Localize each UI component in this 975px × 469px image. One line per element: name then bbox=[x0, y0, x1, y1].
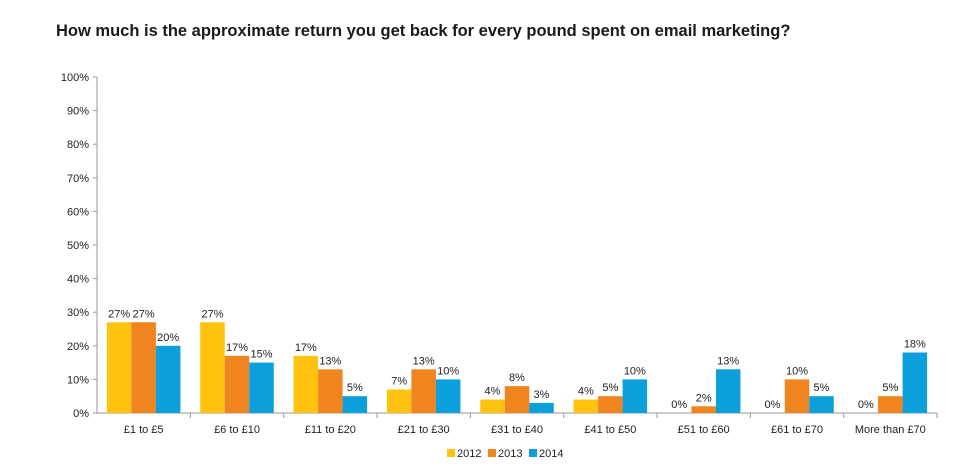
x-tick-label: £11 to £20 bbox=[305, 424, 356, 436]
data-label: 2% bbox=[696, 392, 712, 404]
bar bbox=[224, 355, 250, 413]
data-label: 13% bbox=[413, 355, 435, 367]
data-label: 17% bbox=[295, 342, 317, 354]
bar bbox=[386, 389, 412, 413]
data-label: 5% bbox=[347, 382, 363, 394]
bar bbox=[200, 322, 225, 413]
bar bbox=[784, 379, 810, 413]
bar bbox=[480, 399, 505, 413]
bar bbox=[131, 322, 156, 413]
bar bbox=[411, 369, 436, 413]
y-tick-label: 100% bbox=[61, 72, 89, 84]
x-tick-label: £6 to £10 bbox=[214, 424, 260, 436]
data-label: 27% bbox=[201, 308, 223, 320]
legend-label: 2014 bbox=[539, 448, 563, 460]
bar bbox=[573, 399, 599, 413]
bar bbox=[715, 369, 741, 413]
y-tick-label: 70% bbox=[67, 173, 89, 185]
data-label: 18% bbox=[904, 339, 926, 351]
x-tick-label: £21 to £30 bbox=[398, 424, 450, 436]
data-label: 0% bbox=[858, 399, 874, 411]
legend-swatch bbox=[447, 449, 455, 457]
y-tick-label: 40% bbox=[67, 274, 89, 286]
data-label: 8% bbox=[509, 372, 525, 384]
y-tick-label: 10% bbox=[67, 374, 89, 386]
data-label: 0% bbox=[671, 399, 687, 411]
bar bbox=[809, 396, 834, 413]
bar bbox=[249, 362, 274, 413]
bar bbox=[155, 345, 181, 413]
data-label: 17% bbox=[226, 342, 248, 354]
x-tick-label: £31 to £40 bbox=[491, 424, 543, 436]
data-label: 10% bbox=[437, 365, 459, 377]
bar bbox=[902, 352, 928, 413]
data-label: 13% bbox=[319, 355, 341, 367]
legend: 2012 2013 2014 bbox=[447, 448, 563, 460]
x-tick-label: £61 to £70 bbox=[771, 424, 823, 436]
x-tick-label: £1 to £5 bbox=[124, 424, 164, 436]
data-label: 15% bbox=[250, 349, 272, 361]
bar bbox=[529, 402, 554, 413]
data-label: 3% bbox=[534, 389, 550, 401]
data-label: 0% bbox=[765, 399, 781, 411]
legend-swatch bbox=[529, 449, 537, 457]
y-tick-label: 50% bbox=[67, 240, 89, 252]
bar bbox=[342, 396, 368, 413]
data-label: 5% bbox=[814, 382, 830, 394]
data-labels: 27% 27%20%27%17%15%17%13%5%7%13%10%4%8%3%… bbox=[108, 308, 926, 411]
data-label: 20% bbox=[157, 332, 179, 344]
bar bbox=[106, 322, 132, 413]
data-label: 5% bbox=[882, 382, 898, 394]
x-tick-label: £51 to £60 bbox=[678, 424, 730, 436]
bars bbox=[106, 322, 928, 413]
data-label: 27% bbox=[108, 308, 130, 320]
bar bbox=[504, 386, 530, 413]
bar bbox=[598, 396, 623, 413]
y-tick-label: 0% bbox=[73, 408, 89, 420]
legend-label: 2013 bbox=[498, 448, 522, 460]
bar bbox=[435, 379, 461, 413]
data-label: 13% bbox=[717, 355, 739, 367]
y-tick-label: 30% bbox=[67, 307, 89, 319]
axes: 0% 10% 20% 30% 40% 50% 60% 70% 80% 90% 100% £1 to £… bbox=[61, 72, 938, 436]
data-label: 10% bbox=[786, 365, 808, 377]
data-label: 4% bbox=[485, 386, 501, 398]
data-label: 5% bbox=[602, 382, 618, 394]
y-tick-label: 80% bbox=[67, 139, 89, 151]
y-tick-label: 90% bbox=[67, 106, 89, 118]
bar bbox=[293, 355, 319, 413]
data-label: 27% bbox=[133, 308, 155, 320]
bar bbox=[691, 406, 716, 413]
legend-label: 2012 bbox=[457, 448, 481, 460]
x-tick-label: More than £70 bbox=[855, 424, 926, 436]
bar bbox=[318, 369, 343, 413]
y-tick-label: 20% bbox=[67, 341, 89, 353]
x-tick-label: £41 to £50 bbox=[584, 424, 636, 436]
y-tick-label: 60% bbox=[67, 206, 89, 218]
bar bbox=[878, 396, 903, 413]
bar bbox=[622, 379, 648, 413]
data-label: 7% bbox=[391, 375, 407, 387]
chart-title: How much is the approximate return you g… bbox=[56, 22, 791, 40]
data-label: 10% bbox=[624, 365, 646, 377]
legend-swatch bbox=[488, 449, 496, 457]
data-label: 4% bbox=[578, 386, 594, 398]
